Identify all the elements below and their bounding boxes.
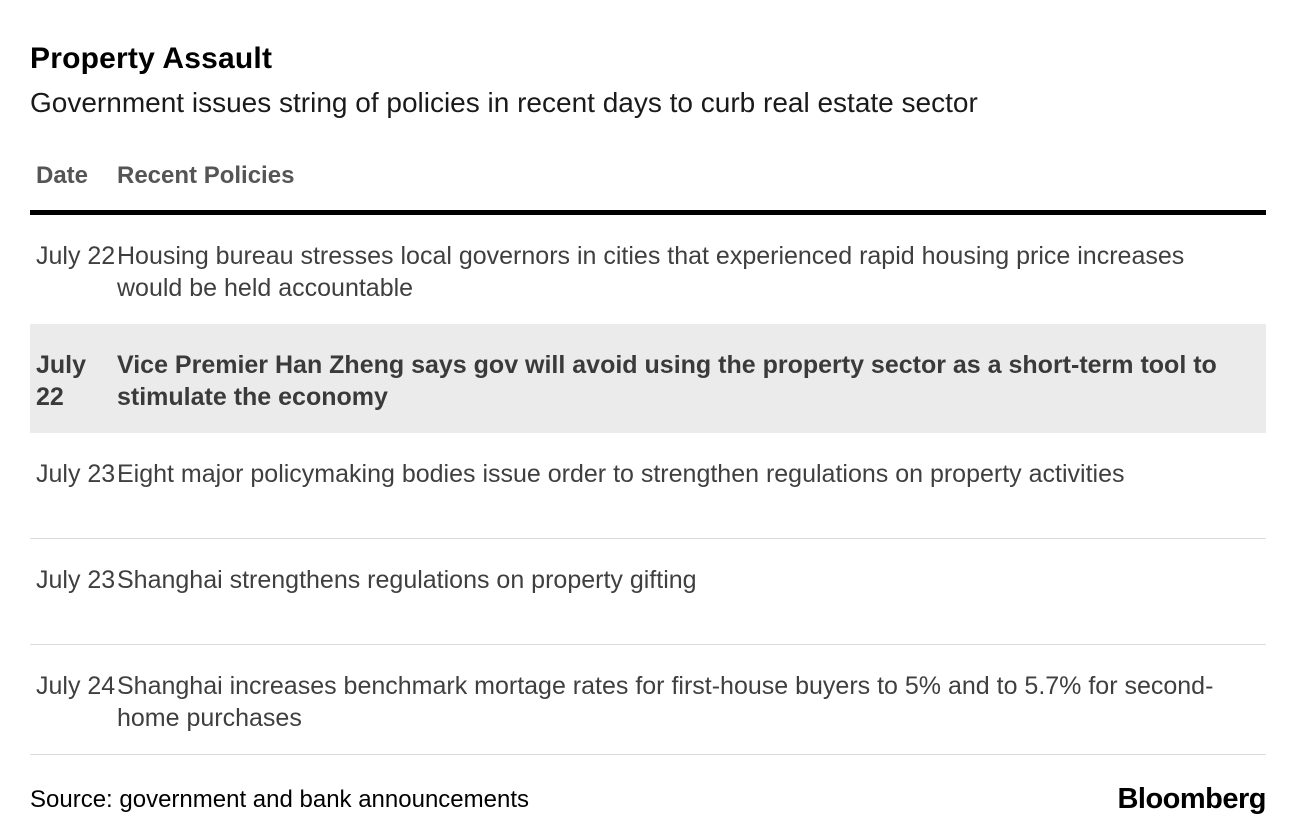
policy-cell: Shanghai increases benchmark mortage rat… xyxy=(117,671,1214,732)
chart-subtitle: Government issues string of policies in … xyxy=(30,86,978,118)
date-cell: July 24 xyxy=(36,671,116,700)
table-header: Date Recent Policies xyxy=(30,162,1266,215)
table-row: July 23 Shanghai strengthens regulations… xyxy=(30,539,1266,645)
table-row: July 23 Eight major policymaking bodies … xyxy=(30,433,1266,539)
bloomberg-logo: Bloomberg xyxy=(1117,782,1266,815)
chart-footer: Source: government and bank announcement… xyxy=(30,783,1266,816)
column-header-date: Date xyxy=(36,161,89,189)
table-row-highlighted: July 22 Vice Premier Han Zheng says gov … xyxy=(30,323,1266,433)
policy-cell: Shanghai strengthens regulations on prop… xyxy=(117,565,697,594)
column-header-policies: Recent Policies xyxy=(117,161,295,189)
date-cell: July 22 xyxy=(36,241,116,270)
table-row: July 24 Shanghai increases benchmark mor… xyxy=(30,645,1266,755)
policy-cell: Housing bureau stresses local governors … xyxy=(117,241,1185,302)
date-cell: July 22 xyxy=(36,350,87,411)
chart-title: Property Assault xyxy=(30,42,273,75)
policy-cell: Vice Premier Han Zheng says gov will avo… xyxy=(117,350,1217,411)
table-row: July 22 Housing bureau stresses local go… xyxy=(30,215,1266,324)
date-cell: July 23 xyxy=(36,565,116,594)
policy-cell: Eight major policymaking bodies issue or… xyxy=(117,459,1125,488)
source-note: Source: government and bank announcement… xyxy=(30,786,529,814)
date-cell: July 23 xyxy=(36,459,116,488)
